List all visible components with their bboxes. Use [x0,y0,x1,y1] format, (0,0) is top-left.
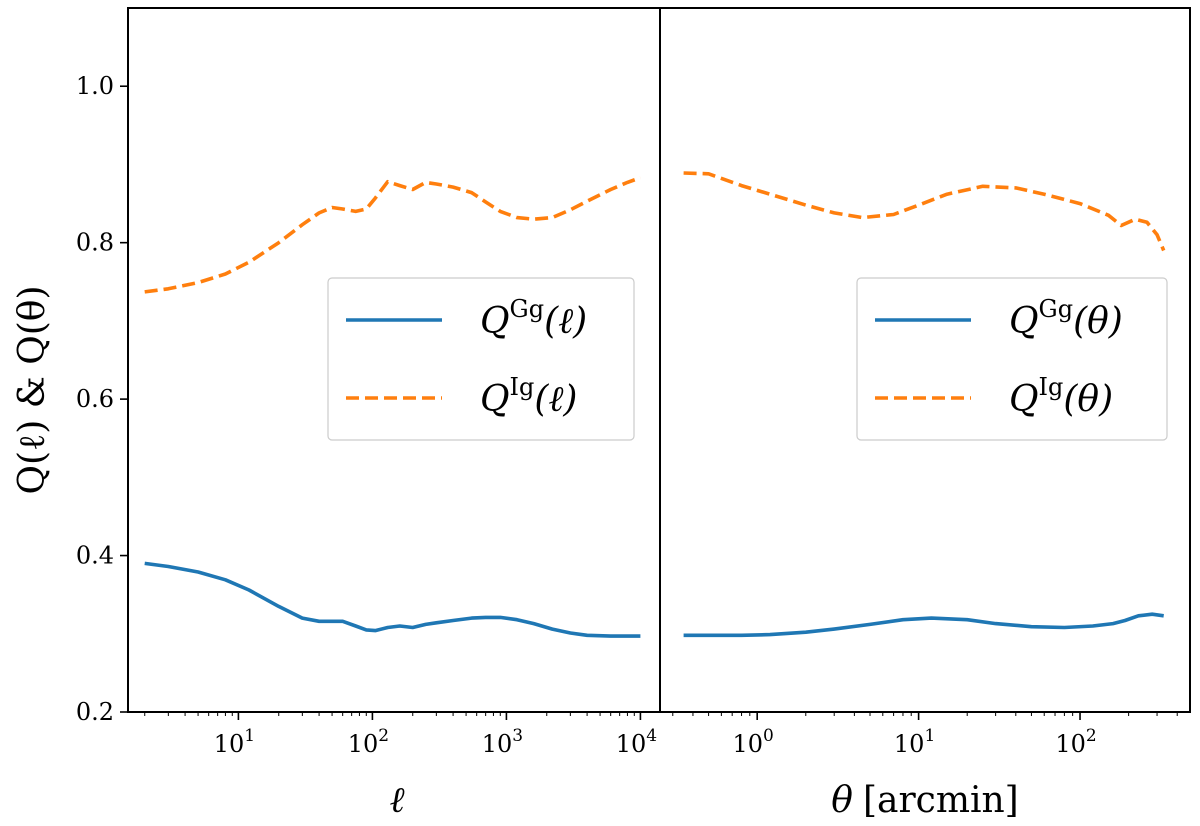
y-tick-label: 0.6 [76,385,114,413]
axes-frame [659,7,1191,713]
x-tick-label: 101 [214,726,255,758]
series-line-ig [144,176,642,294]
x-tick-label: 101 [894,726,935,758]
x-tick-label: 100 [732,726,773,758]
series-line-gg [683,612,1164,638]
legend-label: QGg(ℓ) [480,295,587,342]
legend: QGg(ℓ) QIg(ℓ) [327,277,635,441]
series-line-gg [144,561,641,638]
y-axis-label: Q(ℓ) & Q(θ) [12,285,53,494]
left-panel: 101 102 103 104 0.2 0.4 0.6 0.8 1.0 QGg(ℓ) QIg(ℓ) [76,7,661,758]
y-tick-label: 0.4 [76,542,114,570]
right-panel: 100 101 102 QGg(θ) QIg(θ) [659,7,1191,758]
legend-label: QIg(θ) [1009,373,1113,420]
legend-label: QIg(ℓ) [480,373,577,420]
legend: QGg(θ) QIg(θ) [856,277,1168,441]
x-tick-label: 104 [616,726,657,758]
x-tick-label: 102 [1055,726,1096,758]
x-tick-label: 102 [348,726,389,758]
right-x-axis-label: θ [arcmin] [831,780,1018,821]
y-tick-label: 1.0 [76,72,114,100]
y-tick-label: 0.8 [76,229,114,257]
legend-label: QGg(θ) [1009,295,1123,342]
right-x-axis-symbol: θ [831,780,853,821]
series-line-ig [683,171,1166,252]
y-axis-title: Q(ℓ) & Q(θ) [12,285,53,494]
y-tick-label: 0.2 [76,698,114,726]
x-tick-label: 103 [482,726,523,758]
right-x-axis-unit: [arcmin] [863,780,1019,821]
left-x-axis-label: ℓ [390,780,405,821]
